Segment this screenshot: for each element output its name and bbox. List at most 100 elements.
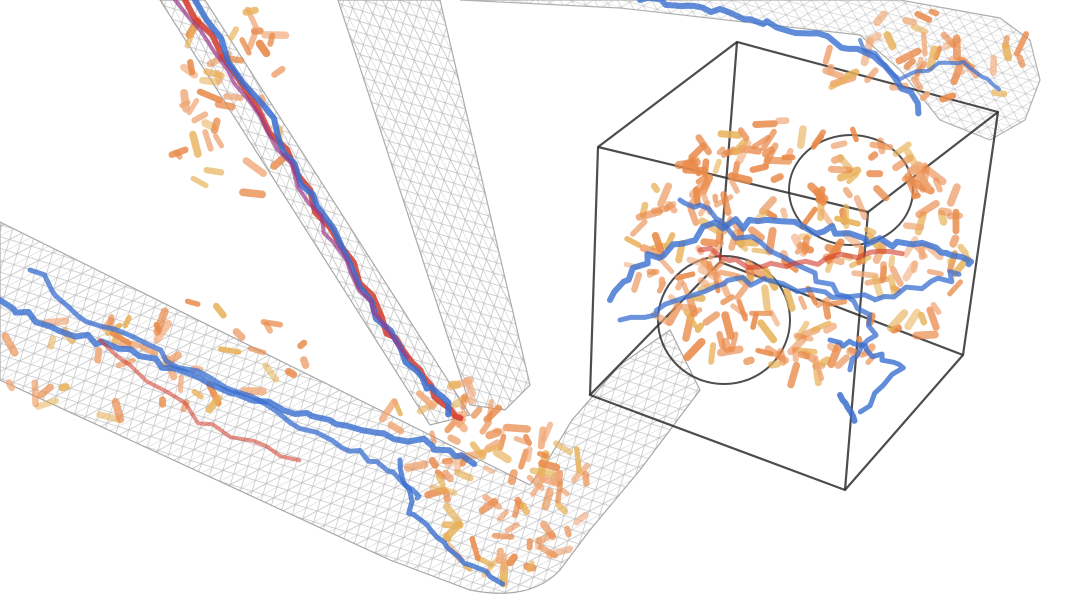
particle-rod bbox=[630, 219, 648, 237]
particle-rod bbox=[428, 456, 439, 469]
particle-rod bbox=[491, 532, 515, 540]
particle-rod bbox=[688, 142, 707, 161]
particle-rod bbox=[871, 274, 884, 299]
particle-rod bbox=[819, 356, 832, 367]
particle-rod bbox=[729, 178, 740, 194]
particle-rod bbox=[757, 319, 778, 344]
particle-rod bbox=[765, 209, 778, 220]
particle-rod bbox=[538, 459, 561, 472]
particle-rod bbox=[730, 303, 749, 318]
particle-rod bbox=[530, 476, 547, 497]
particle-rod bbox=[928, 8, 940, 17]
fiber-strand bbox=[617, 269, 962, 323]
particle-rod bbox=[34, 397, 60, 410]
particle-rod bbox=[460, 393, 469, 411]
particle-rod bbox=[153, 319, 173, 344]
particle-rod bbox=[506, 553, 518, 567]
particle-rod bbox=[914, 10, 933, 23]
particle-rod bbox=[780, 207, 788, 219]
fiber-strand bbox=[677, 197, 879, 373]
particle-rod bbox=[519, 502, 530, 516]
particle-rod bbox=[798, 295, 808, 310]
particle-rod bbox=[886, 309, 909, 332]
fiber-strand bbox=[397, 457, 506, 587]
particle-rod bbox=[926, 268, 944, 277]
particle-rod bbox=[863, 226, 877, 236]
fiber-strand bbox=[837, 392, 858, 424]
particle-rod bbox=[214, 100, 236, 111]
particle-rod bbox=[812, 355, 825, 382]
particle-rod bbox=[926, 45, 939, 72]
particle-rod bbox=[5, 379, 16, 392]
particle-rod bbox=[1, 332, 19, 357]
particle-rod bbox=[58, 383, 70, 392]
particle-rod bbox=[507, 469, 518, 486]
particle-rod bbox=[702, 311, 720, 326]
particle-rod bbox=[199, 76, 221, 86]
particle-rod bbox=[651, 231, 665, 254]
particle-rod bbox=[686, 256, 708, 268]
fiber-strand bbox=[27, 267, 422, 501]
particle-rod bbox=[904, 172, 919, 197]
particle-rod bbox=[917, 311, 928, 326]
particle-rod bbox=[914, 170, 932, 191]
particle-rod bbox=[444, 458, 457, 469]
particle-rod bbox=[902, 16, 917, 26]
particle-rod bbox=[940, 31, 957, 49]
particle-rod bbox=[720, 294, 735, 306]
particle-rod bbox=[505, 424, 520, 433]
particle-rod bbox=[138, 343, 159, 357]
particle-rod bbox=[827, 63, 835, 76]
particle-rod bbox=[683, 309, 698, 329]
particle-rod bbox=[213, 302, 227, 319]
particle-rod bbox=[895, 47, 922, 65]
particle-rod bbox=[813, 188, 827, 206]
particle-rod bbox=[186, 59, 196, 76]
particle-rod bbox=[692, 186, 701, 207]
particle-rod bbox=[923, 166, 947, 186]
particle-rod bbox=[429, 430, 437, 445]
particle-rod bbox=[957, 243, 969, 257]
particle-rod bbox=[228, 26, 240, 41]
particle-rod bbox=[708, 342, 717, 365]
particle-rod bbox=[949, 234, 960, 248]
fiber-strand bbox=[858, 38, 1001, 92]
particle-rod bbox=[560, 487, 570, 497]
particle-rod bbox=[624, 236, 642, 248]
particle-rod bbox=[663, 201, 677, 212]
particle-rod bbox=[695, 174, 708, 185]
particle-rod bbox=[823, 322, 837, 334]
particle-rod bbox=[892, 141, 912, 157]
particle-rod bbox=[716, 331, 726, 350]
particle-rod bbox=[844, 68, 860, 80]
particle-rod bbox=[825, 259, 834, 274]
particle-rod bbox=[751, 135, 771, 150]
particle-rod bbox=[267, 32, 276, 47]
fiber-strand bbox=[697, 245, 905, 270]
particle-rod bbox=[903, 58, 916, 70]
particle-rod bbox=[442, 520, 463, 542]
particle-rod bbox=[650, 182, 661, 193]
particle-rod bbox=[850, 126, 859, 143]
particle-rod bbox=[513, 435, 528, 445]
particle-rod bbox=[716, 146, 726, 156]
particle-rod bbox=[574, 446, 582, 474]
particle-rod bbox=[783, 287, 796, 312]
particle-rod bbox=[190, 175, 209, 189]
particle-rod bbox=[94, 346, 103, 364]
particle-rod bbox=[745, 265, 755, 279]
particle-rod bbox=[712, 193, 719, 204]
particle-rod bbox=[755, 347, 775, 357]
particle-rod bbox=[910, 23, 929, 35]
particle-rod bbox=[887, 274, 898, 296]
particle-rod bbox=[690, 293, 706, 302]
particle-rod bbox=[915, 200, 940, 219]
particle-rod bbox=[873, 185, 890, 202]
particle-rod bbox=[864, 67, 879, 84]
particle-rod bbox=[734, 237, 760, 247]
particle-rod bbox=[246, 29, 259, 51]
particle-rod bbox=[539, 520, 557, 540]
particle-rod bbox=[223, 93, 244, 102]
particle-rod bbox=[683, 338, 706, 362]
